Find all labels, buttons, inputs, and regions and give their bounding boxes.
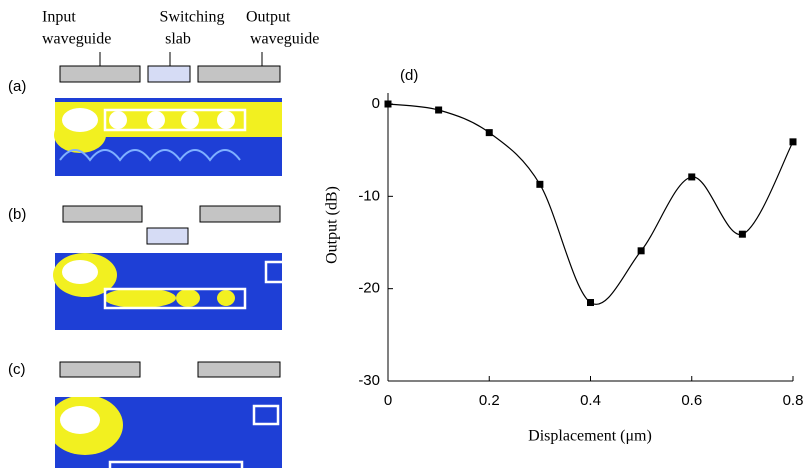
waveguide: [60, 66, 140, 82]
x-tick-label: 0: [384, 392, 392, 409]
waveguide: [200, 206, 280, 222]
field-hot: [176, 289, 200, 307]
waveguide: [198, 362, 280, 377]
header-label: waveguide: [250, 31, 319, 48]
y-tick-label: -30: [358, 372, 380, 389]
field-peak: [109, 111, 127, 129]
data-point: [587, 299, 594, 306]
field-hot: [104, 288, 176, 308]
x-tick-label: 0.8: [783, 392, 804, 409]
header: Input waveguide Switching slab Output wa…: [42, 9, 319, 72]
chart: (d) Displacement (μm) Output (dB): [324, 67, 793, 445]
x-tick-label: 0.4: [580, 392, 601, 409]
chart-title: (d): [400, 67, 418, 84]
field-peak: [217, 111, 235, 129]
waveguide: [60, 362, 140, 377]
data-point: [790, 138, 797, 145]
panel-a: (a): [8, 66, 282, 176]
data-point: [435, 107, 442, 114]
header-label: slab: [165, 31, 191, 48]
data-point: [385, 101, 392, 108]
panel-c: (c): [8, 361, 282, 468]
header-label: Input: [42, 9, 76, 26]
field-peak: [62, 260, 98, 284]
header-label: Output: [246, 9, 291, 26]
waveguide: [63, 206, 142, 222]
field-peak: [147, 111, 165, 129]
x-tick-label: 0.6: [681, 392, 702, 409]
field-peak: [60, 406, 100, 434]
data-point: [486, 129, 493, 136]
slab: [147, 228, 188, 244]
series-line: [388, 104, 793, 304]
y-tick-label: -10: [358, 187, 380, 204]
waveguide: [198, 66, 280, 82]
data-point: [638, 247, 645, 254]
field-hot: [217, 290, 235, 306]
data-point: [536, 181, 543, 188]
data-point: [739, 231, 746, 238]
panel-b: (b): [8, 206, 284, 330]
panel-label: (c): [8, 361, 26, 378]
y-tick-label: -20: [358, 280, 380, 297]
x-axis-label: Displacement (μm): [528, 428, 652, 445]
x-tick-label: 0.2: [479, 392, 500, 409]
y-axis-label: Output (dB): [324, 186, 341, 264]
field-peak: [181, 111, 199, 129]
header-label: Switching: [160, 9, 225, 26]
header-label: waveguide: [42, 31, 111, 48]
panel-label: (a): [8, 78, 26, 95]
slab: [148, 66, 190, 82]
field-peak: [62, 108, 98, 132]
data-point: [688, 173, 695, 180]
figure: Input waveguide Switching slab Output wa…: [0, 0, 809, 468]
panel-label: (b): [8, 206, 26, 223]
y-tick-label: 0: [372, 95, 380, 112]
